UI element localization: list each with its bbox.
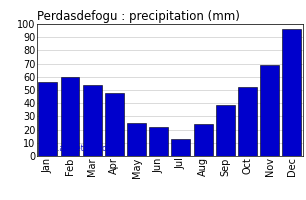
Bar	[149, 127, 168, 156]
Bar	[127, 123, 146, 156]
Bar	[83, 85, 102, 156]
Bar	[260, 65, 279, 156]
Bar	[194, 124, 213, 156]
Text: Perdasdefogu : precipitation (mm): Perdasdefogu : precipitation (mm)	[37, 10, 240, 23]
Bar	[238, 87, 257, 156]
Bar	[61, 77, 80, 156]
Text: www.allmetsat.com: www.allmetsat.com	[39, 144, 114, 153]
Bar	[38, 82, 57, 156]
Bar	[282, 29, 301, 156]
Bar	[105, 93, 124, 156]
Bar	[216, 105, 235, 156]
Bar	[171, 139, 190, 156]
